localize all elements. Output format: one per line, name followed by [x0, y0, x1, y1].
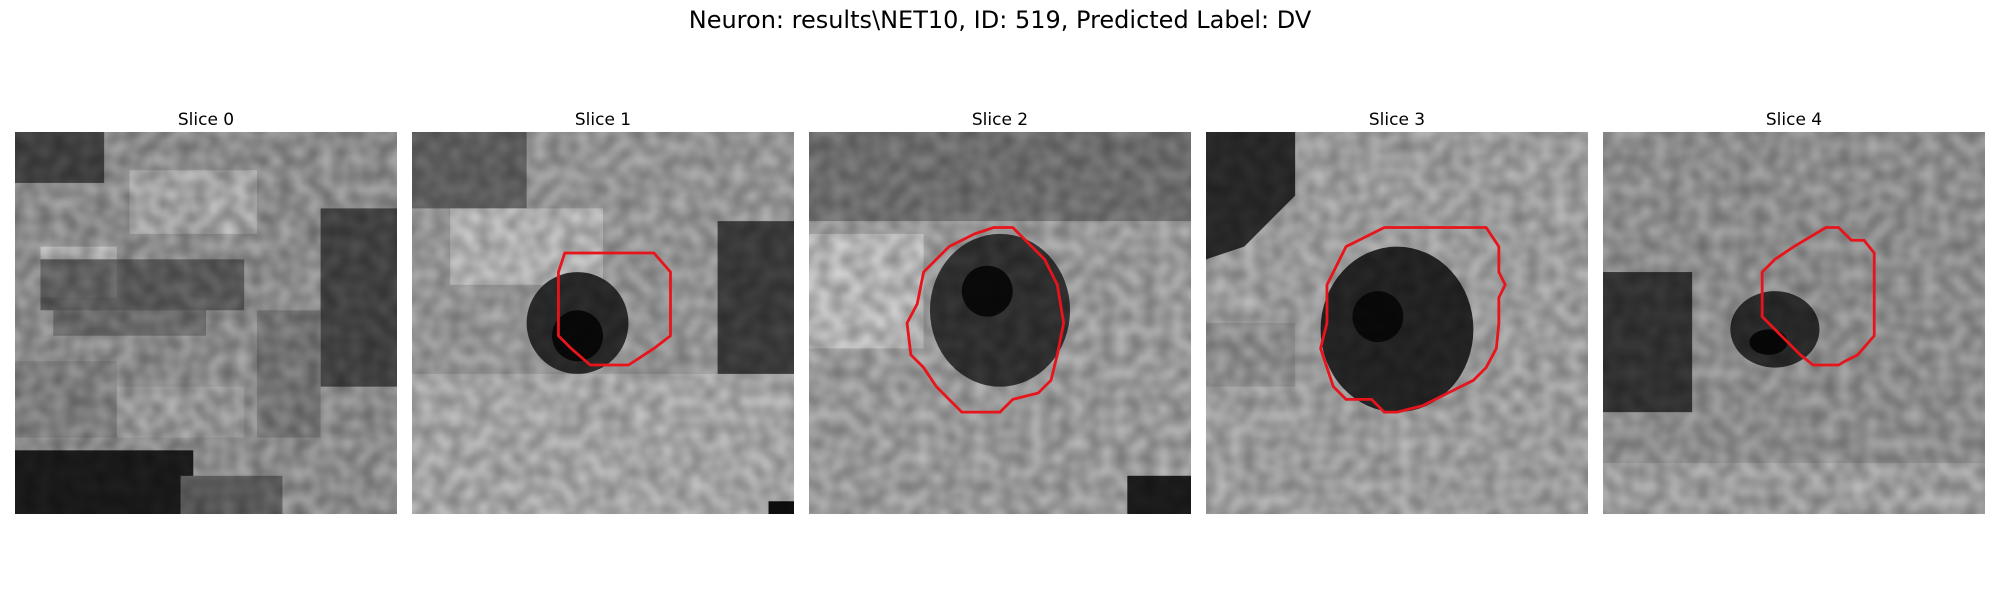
slice-title-0: Slice 0: [177, 110, 235, 130]
slice-panel-1: Slice 1: [412, 108, 794, 514]
figure-title: Neuron: results\NET10, ID: 519, Predicte…: [688, 6, 1312, 34]
roi-contour-2: [905, 226, 1066, 414]
slice-panel-4: Slice 4: [1603, 108, 1985, 514]
slice-image-3: [1206, 132, 1588, 514]
slice-title-2: Slice 2: [971, 110, 1029, 130]
roi-contour-4: [1760, 226, 1876, 367]
slice-panel-0: Slice 0: [15, 108, 397, 514]
slice-panel-3: Slice 3: [1206, 108, 1588, 514]
slice-image-0: [15, 132, 397, 514]
slice-panel-2: Slice 2: [809, 108, 1191, 514]
roi-contour-1: [557, 251, 672, 367]
slice-title-1: Slice 1: [574, 110, 632, 130]
slice-image-1: [412, 132, 794, 514]
slice-image-4: [1603, 132, 1985, 514]
roi-contour-3: [1319, 226, 1507, 414]
slice-image-2: [809, 132, 1191, 514]
slice-title-3: Slice 3: [1368, 110, 1426, 130]
slice-title-4: Slice 4: [1765, 110, 1823, 130]
